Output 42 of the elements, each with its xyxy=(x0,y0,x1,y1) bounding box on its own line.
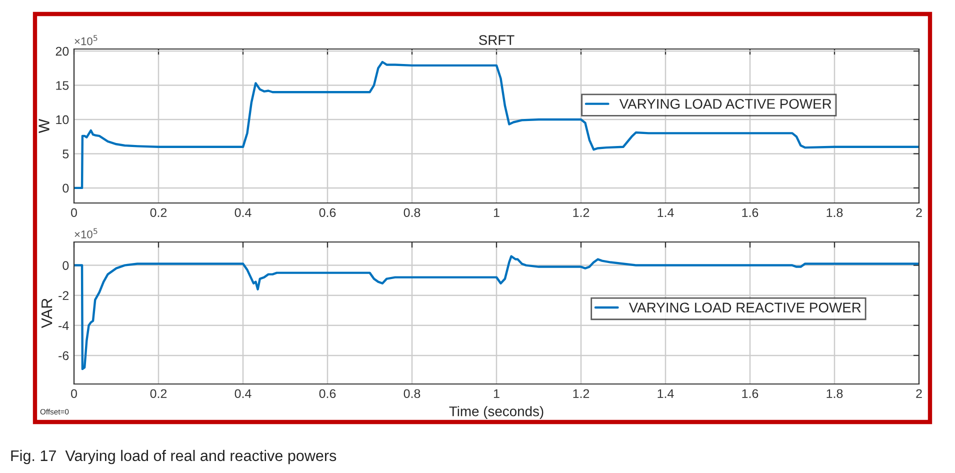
y-tick-label: 15 xyxy=(56,81,69,90)
x-axis-title: Time (seconds) xyxy=(449,406,544,420)
x-tick-label: 0.2 xyxy=(150,208,167,218)
caption: Fig. 17 Varying load of real and reactive powers xyxy=(11,450,336,464)
y-axis-title: VAR xyxy=(42,298,52,328)
x-tick-label: 0 xyxy=(71,389,77,398)
x-tick-label: 0.4 xyxy=(234,389,252,398)
x-tick-label: 1.4 xyxy=(658,389,674,398)
legend-label: VARYING LOAD ACTIVE POWER xyxy=(619,98,832,109)
x-tick-label: 0 xyxy=(71,208,77,218)
x-tick-label: 0.4 xyxy=(234,208,252,218)
y-tick-label: -6 xyxy=(58,351,69,360)
line-series xyxy=(74,60,919,190)
y-tick-label: 20 xyxy=(56,46,69,56)
x-tick-label: 0.8 xyxy=(404,208,420,218)
y-tick-label: 0 xyxy=(62,261,69,270)
x-tick-label: 1.2 xyxy=(573,208,590,217)
x-tick-label: 0.2 xyxy=(150,389,167,398)
y-tick-label: 10 xyxy=(56,115,69,124)
x-tick-label: 2 xyxy=(916,389,922,398)
y-tick-label: -4 xyxy=(58,321,69,330)
x-tick-label: 2 xyxy=(916,208,922,217)
x-tick-label: 1.6 xyxy=(742,389,758,398)
x-tick-label: 1.4 xyxy=(658,208,674,217)
y-tick-label: 5 xyxy=(62,150,69,158)
line-series xyxy=(74,255,919,370)
legend-label: VARYING LOAD REACTIVE POWER xyxy=(628,302,861,312)
x-tick-label: 1 xyxy=(494,389,500,398)
y-tick-label: 0 xyxy=(62,184,69,193)
x-tick-label: 0.6 xyxy=(319,389,336,398)
y-tick-label: -2 xyxy=(58,291,69,300)
x-tick-label: 1.2 xyxy=(573,389,590,398)
chart-title: SRFT xyxy=(479,35,514,45)
x-tick-label: 1.8 xyxy=(826,208,843,218)
x-tick-label: 1 xyxy=(494,208,500,217)
x-tick-label: 0.8 xyxy=(404,389,420,398)
x-tick-label: 1.8 xyxy=(826,389,843,398)
x-tick-label: 0.6 xyxy=(319,208,336,218)
x-tick-label: 1.6 xyxy=(742,208,758,218)
text: ×10$^{5}$ xyxy=(74,35,98,46)
text: ×10$^{5}$ xyxy=(74,228,98,238)
y-axis-title: W xyxy=(38,118,50,134)
